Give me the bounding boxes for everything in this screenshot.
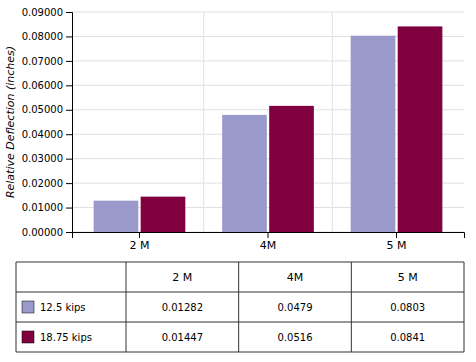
table-rule — [16, 262, 17, 352]
tick: 0.04000 — [22, 129, 72, 140]
table-cell: 0.01282 — [162, 302, 203, 313]
table-cell: 0.0841 — [390, 332, 425, 343]
tick: 2 M — [129, 232, 149, 252]
bar — [141, 197, 186, 232]
table-header: 4M — [287, 271, 304, 284]
bars — [94, 26, 443, 232]
tick: 0.08000 — [22, 31, 72, 42]
table-cell: 0.0803 — [390, 302, 425, 313]
tick: 5 M — [387, 232, 407, 252]
plot: 0.00000 0.01000 0.02000 0.03000 0.04000 0.050… — [22, 7, 465, 252]
tick-label: 0.06000 — [22, 80, 63, 91]
tick-label: 0.08000 — [22, 31, 63, 42]
tick: 0.01000 — [22, 202, 72, 213]
bar — [351, 36, 396, 232]
tick: 4M — [260, 232, 277, 252]
table-rule — [16, 352, 464, 353]
legend-swatch — [22, 331, 34, 343]
grid — [72, 12, 464, 232]
axis-line — [73, 233, 465, 239]
tick: 0.09000 — [22, 7, 72, 18]
tick-label: 0.07000 — [22, 56, 63, 67]
table-rule — [16, 262, 464, 263]
tick: 0.07000 — [22, 56, 72, 67]
tick-mark — [66, 183, 72, 184]
tick: 0.03000 — [22, 153, 72, 164]
tick-mark — [66, 61, 72, 62]
bar — [269, 106, 314, 232]
bar — [94, 201, 139, 232]
table-cell: 0.0516 — [278, 332, 313, 343]
group-separator — [203, 12, 204, 232]
tick-mark — [139, 232, 140, 238]
tick: 0.05000 — [22, 104, 72, 115]
tick-label: 5 M — [387, 239, 407, 252]
tick-label: 0.01000 — [22, 202, 63, 213]
tick-mark — [66, 232, 72, 233]
tick-mark — [66, 110, 72, 111]
tick-label: 0.05000 — [22, 104, 63, 115]
tick-mark — [66, 208, 72, 209]
tick-label: 4M — [260, 239, 277, 252]
bar — [222, 115, 267, 232]
table-rule — [238, 262, 239, 352]
table-cell: 0.0479 — [278, 302, 313, 313]
bar — [398, 26, 443, 232]
tick: 0.00000 — [22, 227, 72, 238]
tick-mark — [396, 232, 397, 238]
legend-swatch — [22, 301, 34, 313]
tick-mark — [66, 159, 72, 160]
tick-mark — [268, 232, 269, 238]
table-rule — [464, 262, 465, 352]
table-rule — [16, 292, 464, 293]
data-table: 2 M 4M 5 M 12.5 kips 0.01282 0.0479 0.0803 18.7… — [16, 262, 464, 352]
tick: 0.02000 — [22, 178, 72, 189]
tick-mark — [66, 134, 72, 135]
tick-mark — [66, 36, 72, 37]
table-rule — [351, 262, 352, 352]
table-header: 5 M — [398, 271, 418, 284]
group-separator — [332, 12, 333, 232]
table-rule — [126, 262, 127, 352]
tick-mark — [66, 12, 72, 13]
tick-label: 0.02000 — [22, 178, 63, 189]
tick-label: 2 M — [129, 239, 149, 252]
tick-label: 0.09000 — [22, 7, 63, 18]
table-cell: 0.01447 — [162, 332, 203, 343]
x-axis: 2 M 4M 5 M — [73, 232, 465, 252]
chart: 0.00000 0.01000 0.02000 0.03000 0.04000 0.050… — [0, 0, 476, 362]
y-axis-label: Relative Deflection (inches) — [4, 46, 17, 198]
legend-label: 12.5 kips — [40, 302, 86, 313]
grid-line — [72, 12, 464, 13]
tick-mark — [66, 85, 72, 86]
tick-label: 0.04000 — [22, 129, 63, 140]
table-rule — [16, 322, 464, 323]
y-axis: 0.00000 0.01000 0.02000 0.03000 0.04000 0.050… — [22, 7, 73, 238]
axis-line — [66, 13, 73, 233]
tick-label: 0.03000 — [22, 153, 63, 164]
legend-label: 18.75 kips — [40, 332, 92, 343]
tick: 0.06000 — [22, 80, 72, 91]
table-header: 2 M — [172, 271, 192, 284]
tick-label: 0.00000 — [22, 227, 63, 238]
